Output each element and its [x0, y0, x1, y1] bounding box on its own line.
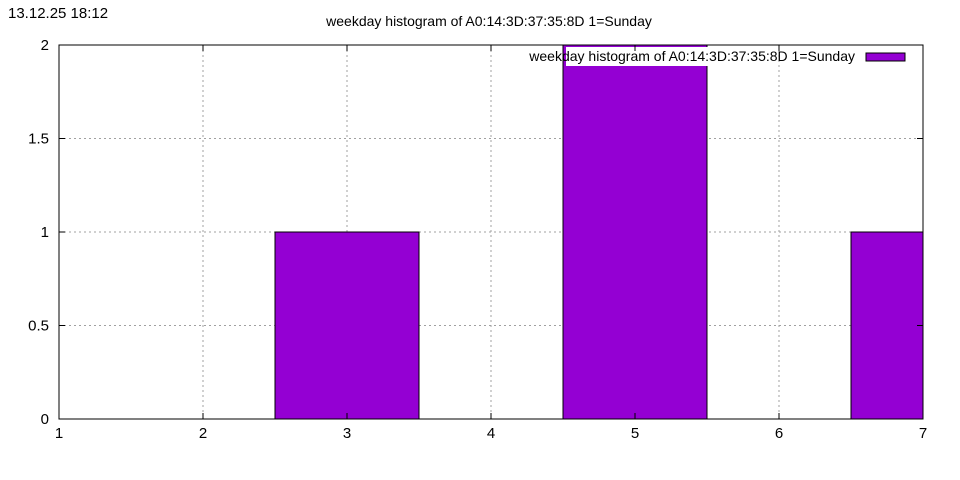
timestamp: 13.12.25 18:12 — [8, 5, 108, 22]
x-tick-label-2: 2 — [199, 425, 207, 442]
bar-7 — [850, 231, 924, 420]
x-tick-label-7: 7 — [919, 425, 927, 442]
x-tick-label-3: 3 — [343, 425, 351, 442]
x-tick-label-4: 4 — [487, 425, 495, 442]
x-axis-labels: 1 2 3 4 5 6 7 — [55, 425, 927, 442]
chart-title: weekday histogram of A0:14:3D:37:35:8D 1… — [325, 13, 652, 29]
x-tick-label-5: 5 — [631, 425, 639, 442]
bars — [274, 44, 924, 420]
x-tick-label-6: 6 — [775, 425, 783, 442]
bar-3 — [274, 231, 420, 420]
x-tick-label-1: 1 — [55, 425, 63, 442]
y-tick-label-0: 0 — [41, 411, 49, 428]
y-tick-label-1: 0.5 — [28, 318, 49, 335]
bar-5 — [562, 44, 708, 420]
legend-entry-label: weekday histogram of A0:14:3D:37:35:8D 1… — [528, 48, 855, 64]
grid — [59, 45, 923, 419]
legend-swatch — [865, 52, 906, 62]
y-tick-label-2: 1 — [41, 224, 49, 241]
y-axis-labels: 0 0.5 1 1.5 2 — [28, 37, 49, 428]
y-tick-label-3: 1.5 — [28, 131, 49, 148]
y-tick-label-4: 2 — [41, 37, 49, 54]
legend-background — [566, 47, 708, 66]
legend: weekday histogram of A0:14:3D:37:35:8D 1… — [528, 47, 906, 66]
axis-ticks — [58, 44, 924, 420]
